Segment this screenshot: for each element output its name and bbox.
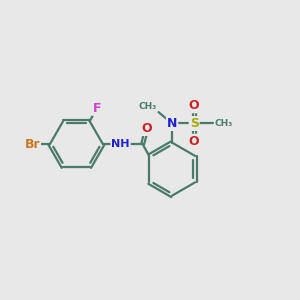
Text: CH₃: CH₃ (139, 102, 157, 111)
Text: O: O (189, 99, 200, 112)
Text: F: F (93, 102, 101, 115)
Text: O: O (189, 135, 200, 148)
Text: Br: Br (24, 138, 40, 151)
Text: CH₃: CH₃ (215, 119, 233, 128)
Text: NH: NH (111, 139, 130, 149)
Text: N: N (167, 117, 177, 130)
Text: O: O (142, 122, 152, 135)
Text: S: S (190, 117, 199, 130)
